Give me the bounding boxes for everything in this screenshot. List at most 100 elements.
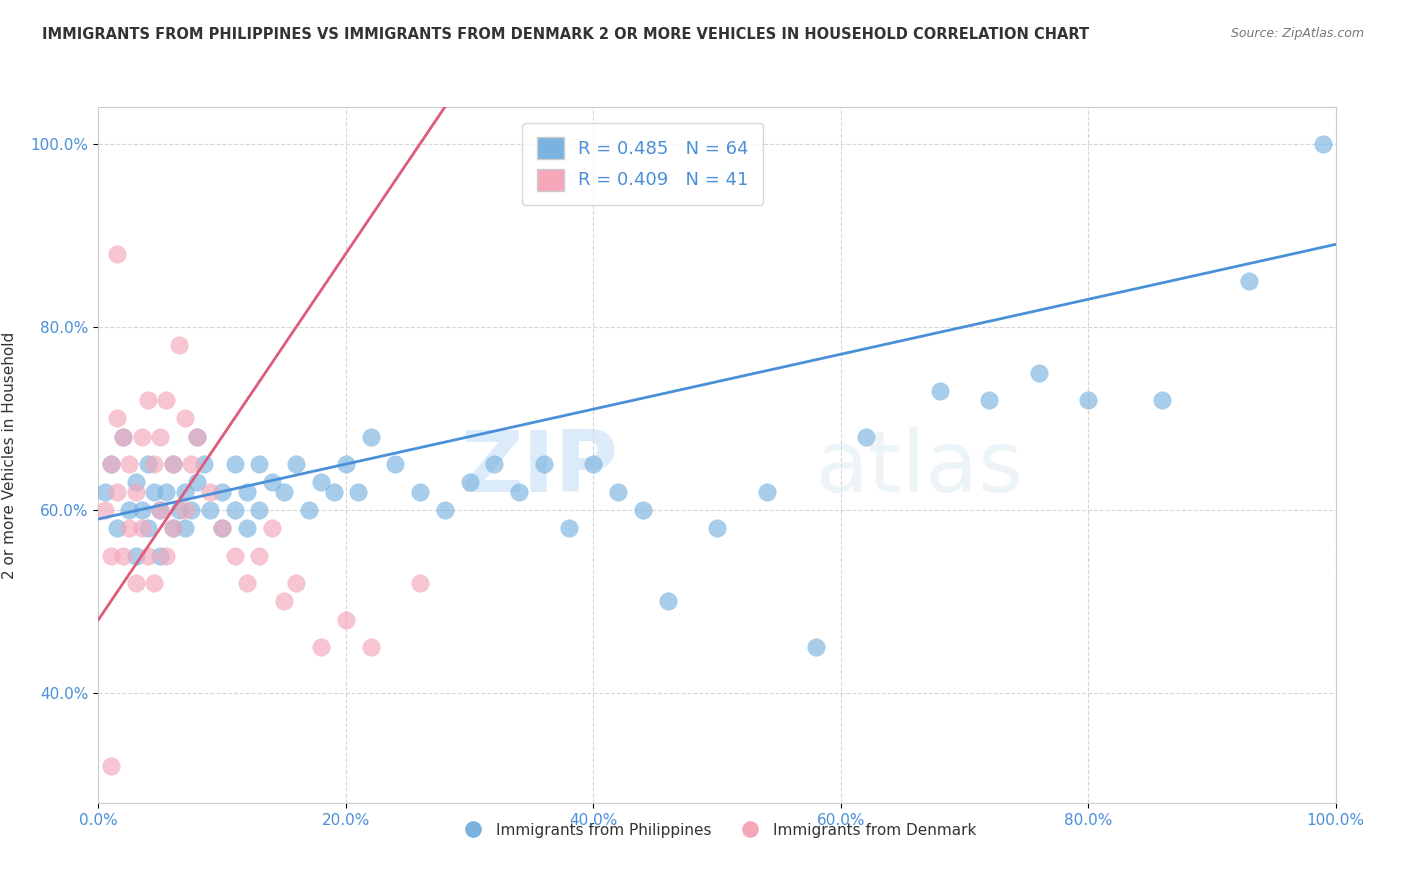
Point xyxy=(198,503,221,517)
Point xyxy=(124,549,146,563)
Point xyxy=(224,549,246,563)
Point xyxy=(186,475,208,490)
Point xyxy=(557,521,579,535)
Point xyxy=(458,475,481,490)
Text: atlas: atlas xyxy=(815,427,1024,510)
Point xyxy=(180,457,202,471)
Point xyxy=(322,484,344,499)
Point xyxy=(174,521,197,535)
Point xyxy=(360,640,382,655)
Point xyxy=(247,503,270,517)
Point xyxy=(112,549,135,563)
Text: Source: ZipAtlas.com: Source: ZipAtlas.com xyxy=(1230,27,1364,40)
Point xyxy=(93,503,115,517)
Point xyxy=(118,457,141,471)
Point xyxy=(335,613,357,627)
Point xyxy=(1152,392,1174,407)
Point xyxy=(533,457,555,471)
Point xyxy=(260,521,283,535)
Point xyxy=(198,484,221,499)
Point xyxy=(131,521,153,535)
Point xyxy=(162,457,184,471)
Point xyxy=(928,384,950,398)
Text: ZIP: ZIP xyxy=(460,427,619,510)
Point xyxy=(174,411,197,425)
Point xyxy=(309,475,332,490)
Point xyxy=(162,457,184,471)
Point xyxy=(224,457,246,471)
Point xyxy=(112,429,135,443)
Point xyxy=(162,521,184,535)
Point xyxy=(706,521,728,535)
Point xyxy=(1077,392,1099,407)
Point xyxy=(298,503,321,517)
Point xyxy=(1028,366,1050,380)
Point xyxy=(143,576,166,591)
Point xyxy=(409,576,432,591)
Point xyxy=(93,484,115,499)
Point xyxy=(285,576,308,591)
Point xyxy=(118,521,141,535)
Point xyxy=(347,484,370,499)
Point xyxy=(273,484,295,499)
Point xyxy=(1312,136,1334,151)
Point xyxy=(211,521,233,535)
Point xyxy=(335,457,357,471)
Point xyxy=(149,503,172,517)
Point xyxy=(136,457,159,471)
Point xyxy=(247,549,270,563)
Point xyxy=(105,411,128,425)
Point xyxy=(285,457,308,471)
Point xyxy=(193,457,215,471)
Point xyxy=(131,503,153,517)
Point xyxy=(631,503,654,517)
Point xyxy=(112,429,135,443)
Point xyxy=(224,503,246,517)
Point xyxy=(211,484,233,499)
Point xyxy=(143,484,166,499)
Point xyxy=(136,521,159,535)
Point xyxy=(136,549,159,563)
Point xyxy=(186,429,208,443)
Point xyxy=(105,484,128,499)
Point xyxy=(167,338,190,352)
Point xyxy=(755,484,778,499)
Point xyxy=(211,521,233,535)
Point xyxy=(162,521,184,535)
Point xyxy=(149,503,172,517)
Point xyxy=(657,594,679,608)
Text: IMMIGRANTS FROM PHILIPPINES VS IMMIGRANTS FROM DENMARK 2 OR MORE VEHICLES IN HOU: IMMIGRANTS FROM PHILIPPINES VS IMMIGRANT… xyxy=(42,27,1090,42)
Point xyxy=(149,549,172,563)
Point xyxy=(143,457,166,471)
Point xyxy=(433,503,456,517)
Point xyxy=(136,392,159,407)
Point xyxy=(155,392,177,407)
Point xyxy=(247,457,270,471)
Point xyxy=(100,457,122,471)
Point xyxy=(155,549,177,563)
Legend: Immigrants from Philippines, Immigrants from Denmark: Immigrants from Philippines, Immigrants … xyxy=(451,817,983,844)
Point xyxy=(149,429,172,443)
Point xyxy=(167,503,190,517)
Point xyxy=(260,475,283,490)
Point xyxy=(100,457,122,471)
Point xyxy=(131,429,153,443)
Point xyxy=(105,521,128,535)
Point xyxy=(100,759,122,773)
Point xyxy=(124,484,146,499)
Point xyxy=(804,640,827,655)
Point xyxy=(174,503,197,517)
Point xyxy=(236,521,259,535)
Point xyxy=(105,246,128,260)
Point xyxy=(384,457,406,471)
Point xyxy=(409,484,432,499)
Y-axis label: 2 or more Vehicles in Household: 2 or more Vehicles in Household xyxy=(1,331,17,579)
Point xyxy=(155,484,177,499)
Point xyxy=(360,429,382,443)
Point xyxy=(236,576,259,591)
Point xyxy=(484,457,506,471)
Point xyxy=(174,484,197,499)
Point xyxy=(273,594,295,608)
Point xyxy=(508,484,530,499)
Point xyxy=(118,503,141,517)
